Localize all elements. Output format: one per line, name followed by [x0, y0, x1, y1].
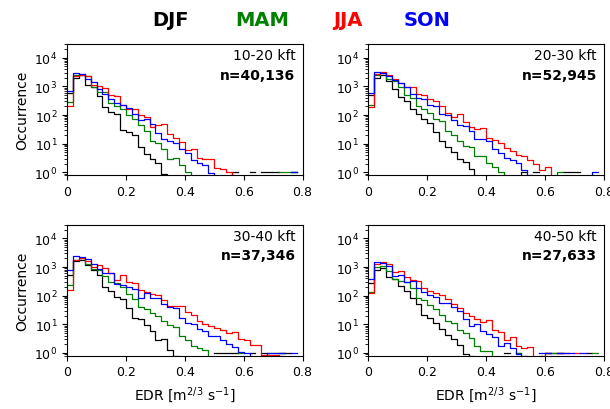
Text: n=52,945: n=52,945 — [522, 68, 597, 83]
Y-axis label: Occurrence: Occurrence — [15, 251, 29, 330]
Text: n=37,346: n=37,346 — [220, 249, 295, 263]
Text: SON: SON — [404, 11, 450, 30]
X-axis label: EDR [m$^{2/3}$ s$^{-1}$]: EDR [m$^{2/3}$ s$^{-1}$] — [436, 384, 537, 404]
X-axis label: EDR [m$^{2/3}$ s$^{-1}$]: EDR [m$^{2/3}$ s$^{-1}$] — [134, 384, 235, 404]
Text: n=40,136: n=40,136 — [220, 68, 295, 83]
Text: n=27,633: n=27,633 — [522, 249, 597, 263]
Text: 10-20 kft: 10-20 kft — [233, 49, 295, 63]
Text: JJA: JJA — [333, 11, 362, 30]
Y-axis label: Occurrence: Occurrence — [15, 71, 29, 150]
Text: 40-50 kft: 40-50 kft — [534, 229, 597, 243]
Text: 20-30 kft: 20-30 kft — [534, 49, 597, 63]
Text: MAM: MAM — [235, 11, 289, 30]
Text: 30-40 kft: 30-40 kft — [233, 229, 295, 243]
Text: DJF: DJF — [152, 11, 189, 30]
